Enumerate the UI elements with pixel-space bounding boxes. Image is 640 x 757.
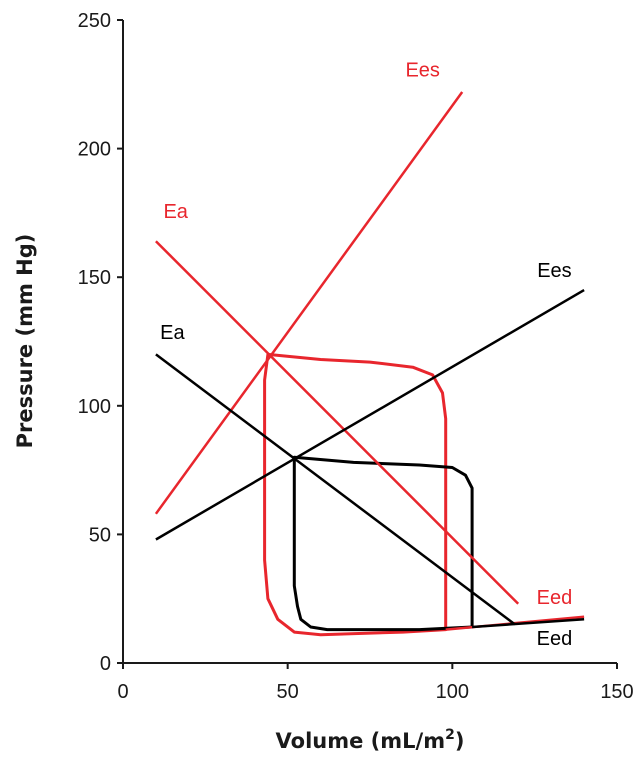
series-label-ees: Ees [537, 260, 571, 282]
y-tick-label: 150 [78, 267, 111, 289]
y-tick-label: 250 [78, 10, 111, 32]
series-label-ees: Ees [405, 60, 439, 82]
series-line-ees-3 [155, 289, 585, 541]
y-axis-title: Pressure (mm Hg) [13, 234, 37, 449]
series-label-eed: Eed [537, 587, 573, 609]
series-label-ea: Ea [163, 201, 188, 223]
x-tick-label: 50 [277, 681, 299, 703]
axes [122, 20, 617, 664]
series-label-ea: Ea [160, 322, 185, 344]
series-line-ees-0 [154, 91, 464, 515]
series-line-ea-1 [155, 240, 520, 605]
y-tick-label: 50 [89, 524, 111, 546]
y-tick-label: 100 [78, 396, 111, 418]
ticks: 0 50 100 150 200 250 0 50 100 150 [78, 10, 634, 703]
pv-loop-1 [292, 455, 474, 632]
series-line-eed-5 [472, 618, 585, 629]
x-tick-label: 100 [436, 681, 469, 703]
series-line-ea-4 [155, 353, 516, 626]
pv-loop-0 [263, 352, 448, 637]
x-axis-title: Volume (mL/m2) [276, 727, 465, 753]
series-layer [154, 91, 585, 637]
y-tick-label: 0 [100, 653, 111, 675]
series-labels: Ees Ea Eed Ees Ea Eed [160, 60, 572, 650]
y-tick-label: 200 [78, 139, 111, 161]
x-tick-label: 0 [117, 681, 128, 703]
x-tick-label: 150 [600, 681, 633, 703]
series-label-eed: Eed [537, 628, 573, 650]
